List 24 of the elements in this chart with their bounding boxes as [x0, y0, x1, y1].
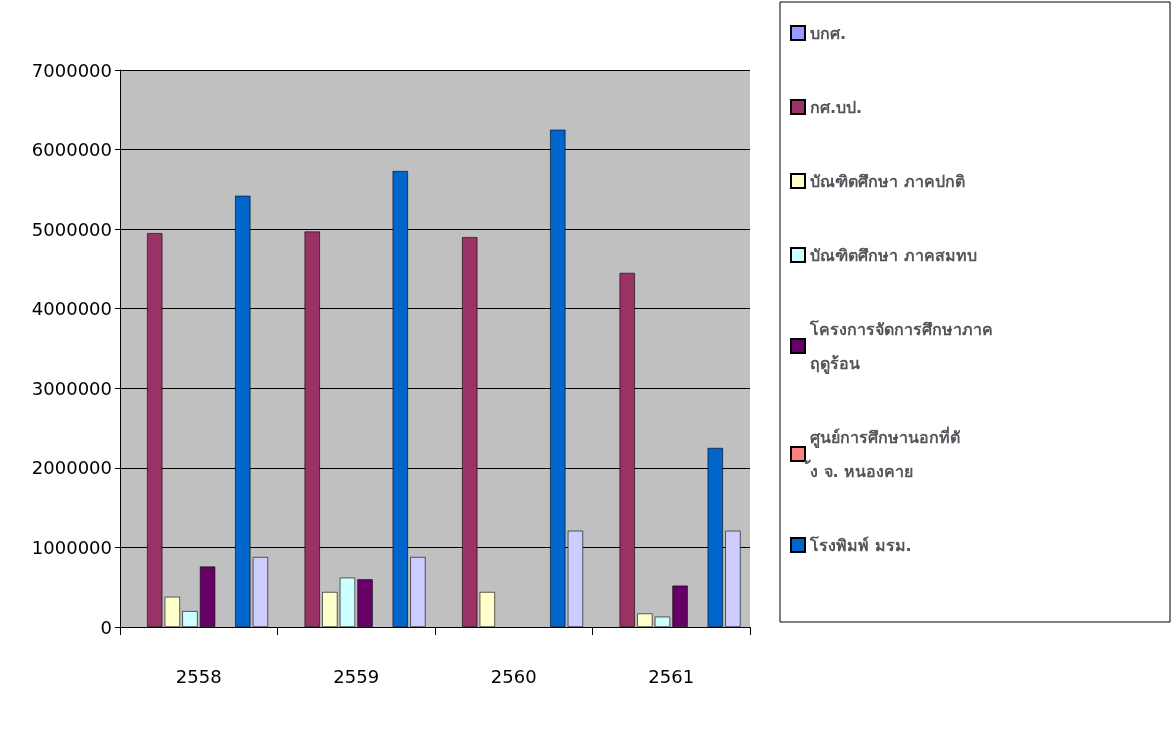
y-tick-label: 0	[100, 616, 112, 638]
legend-label: บัณฑิตศึกษา ภาคสมทบ	[810, 245, 977, 265]
y-tick-label: 5000000	[31, 218, 112, 240]
legend-label: กศ.บป.	[810, 97, 863, 117]
y-tick-label: 3000000	[31, 377, 112, 399]
bar	[410, 556, 426, 627]
x-tick-label: 2559	[333, 665, 380, 687]
legend-label: บัณฑิตศึกษา ภาคปกติ	[810, 171, 965, 191]
x-tick-label: 2560	[490, 665, 537, 687]
x-tick-label: 2558	[175, 665, 222, 687]
y-tick-label: 1000000	[31, 536, 112, 558]
y-tick-label: 6000000	[31, 139, 112, 161]
legend-label: ศูนย์การศึกษานอกที่ตั้ง จ. หนองคาย	[804, 425, 961, 481]
y-tick-label: 4000000	[31, 298, 112, 320]
legend-label: โครงการจัดการศึกษาภาคฤดูร้อน	[809, 318, 993, 375]
bar	[357, 579, 373, 627]
legend-label: โรงพิมพ์ มรม.	[809, 534, 912, 555]
y-tick-label: 2000000	[31, 457, 112, 479]
legend-label: บกศ.	[810, 23, 847, 43]
bar	[182, 611, 198, 627]
y-tick-label: 7000000	[31, 59, 112, 81]
bar	[199, 566, 216, 627]
bar	[672, 585, 688, 627]
x-tick-label: 2561	[648, 665, 695, 687]
